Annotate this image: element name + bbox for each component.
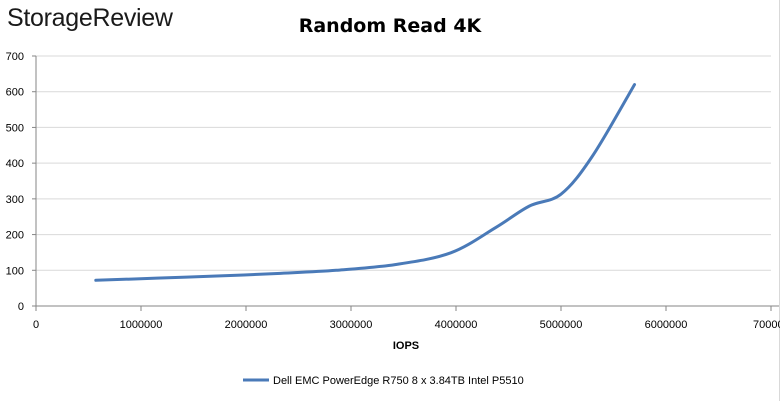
- legend: Dell EMC PowerEdge R750 8 x 3.84TB Intel…: [243, 375, 524, 387]
- gridlines: [36, 55, 771, 271]
- legend-label: Dell EMC PowerEdge R750 8 x 3.84TB Intel…: [273, 375, 524, 387]
- x-tick-label: 0: [33, 319, 39, 331]
- series-lines: [94, 83, 636, 282]
- y-tick-label: 600: [6, 87, 24, 99]
- x-tick-label: 1000000: [120, 319, 163, 331]
- y-tick-label: 300: [6, 194, 24, 206]
- y-tick-label: 0: [18, 301, 24, 313]
- y-tick-label: 200: [6, 230, 24, 242]
- y-tick-label: 100: [6, 265, 24, 277]
- series-line: [94, 83, 636, 282]
- y-tick-label: 500: [6, 122, 24, 134]
- x-tick-label: 5000000: [540, 319, 583, 331]
- x-tick-label: 7000000: [753, 319, 780, 331]
- x-axis-title: IOPS: [393, 340, 419, 352]
- y-tick-label: 700: [6, 51, 24, 63]
- tick-labels: 0 100 200 300 400 500 600 700 0 1000000 2000000 300…: [6, 51, 780, 331]
- chart-title: Random Read 4K: [298, 15, 482, 37]
- x-tick-label: 6000000: [645, 319, 688, 331]
- x-tick-label: 2000000: [225, 319, 268, 331]
- y-tick-label: 400: [6, 158, 24, 170]
- axes: [32, 55, 779, 311]
- x-tick-label: 3000000: [330, 319, 373, 331]
- x-tick-label: 4000000: [435, 319, 478, 331]
- storagereview-logo: StorageReview: [7, 4, 173, 32]
